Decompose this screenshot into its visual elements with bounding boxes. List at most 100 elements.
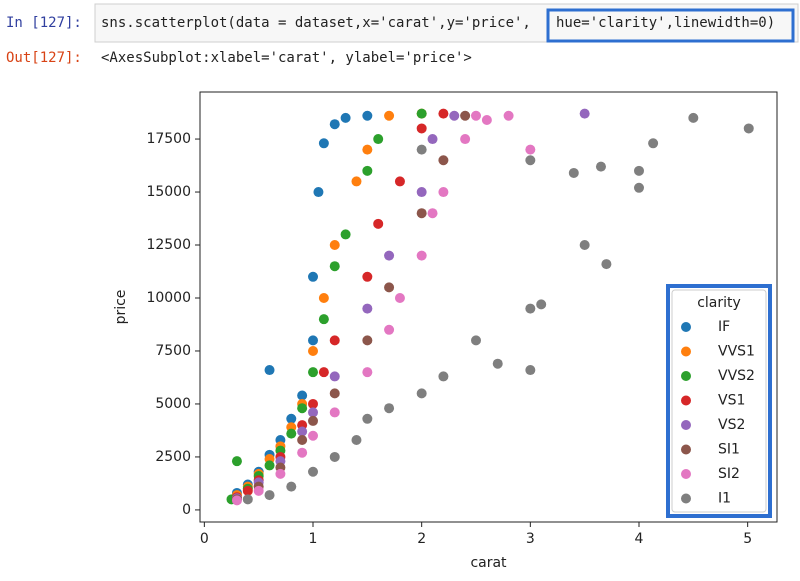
in-prompt: In [127]: bbox=[6, 15, 82, 31]
point bbox=[595, 161, 606, 172]
point bbox=[308, 398, 319, 409]
point bbox=[297, 403, 308, 414]
point bbox=[481, 114, 492, 125]
plot-frame bbox=[199, 91, 778, 523]
point bbox=[297, 447, 308, 458]
point bbox=[308, 335, 319, 346]
point bbox=[492, 358, 503, 369]
point bbox=[318, 138, 329, 149]
y-tick-label: 15000 bbox=[146, 184, 191, 200]
x-axis-label: carat bbox=[470, 555, 507, 571]
point bbox=[362, 413, 373, 424]
highlight-box bbox=[546, 8, 795, 43]
point bbox=[231, 456, 242, 467]
point bbox=[633, 182, 644, 193]
point bbox=[329, 388, 340, 399]
point bbox=[384, 250, 395, 261]
point bbox=[329, 261, 340, 272]
point bbox=[362, 144, 373, 155]
point bbox=[242, 485, 253, 496]
point bbox=[297, 426, 308, 437]
legend-marker bbox=[681, 346, 691, 357]
legend-marker bbox=[681, 420, 691, 430]
point bbox=[308, 345, 319, 356]
point bbox=[579, 240, 590, 251]
output: <AxesSubplot:xlabel='carat', ylabel='pri… bbox=[101, 50, 472, 66]
legend-marker bbox=[681, 395, 691, 406]
legend-marker bbox=[681, 469, 691, 479]
point bbox=[231, 495, 242, 506]
y-tick-label: 7500 bbox=[155, 343, 191, 359]
point bbox=[264, 490, 275, 501]
point bbox=[471, 335, 482, 346]
point bbox=[362, 110, 373, 121]
point bbox=[340, 229, 351, 240]
point bbox=[416, 388, 427, 399]
point bbox=[394, 292, 405, 303]
point bbox=[503, 110, 514, 121]
point bbox=[373, 134, 384, 145]
point bbox=[384, 324, 395, 335]
legend-label: I1 bbox=[718, 491, 731, 507]
legend-marker bbox=[681, 493, 691, 504]
point bbox=[471, 110, 482, 121]
point bbox=[308, 407, 319, 418]
point bbox=[427, 134, 438, 145]
point bbox=[362, 335, 373, 346]
x-tick-label: 3 bbox=[526, 531, 535, 547]
point bbox=[329, 240, 340, 251]
point bbox=[373, 218, 384, 229]
point bbox=[308, 430, 319, 441]
point bbox=[286, 413, 297, 424]
point bbox=[633, 165, 644, 176]
point bbox=[525, 144, 536, 155]
point bbox=[264, 460, 275, 471]
point bbox=[362, 271, 373, 282]
point bbox=[525, 155, 536, 166]
y-tick-label: 17500 bbox=[146, 131, 191, 147]
point bbox=[362, 367, 373, 378]
point bbox=[460, 134, 471, 145]
legend-label: VVS2 bbox=[718, 368, 755, 384]
point bbox=[308, 415, 319, 426]
point bbox=[579, 108, 590, 119]
legend-title: clarity bbox=[697, 295, 741, 311]
x-tick-label: 1 bbox=[309, 531, 318, 547]
point bbox=[384, 110, 395, 121]
x-tick-label: 2 bbox=[417, 531, 426, 547]
y-tick-label: 2500 bbox=[155, 449, 191, 465]
legend-frame bbox=[671, 289, 767, 513]
y-axis-label: price bbox=[113, 290, 129, 325]
point bbox=[329, 335, 340, 346]
point bbox=[394, 176, 405, 187]
legend-label: IF bbox=[718, 319, 730, 335]
point bbox=[438, 108, 449, 119]
legend-label: SI2 bbox=[718, 466, 740, 482]
point bbox=[648, 138, 659, 149]
legend-marker bbox=[681, 444, 691, 455]
point bbox=[362, 165, 373, 176]
point bbox=[308, 271, 319, 282]
point bbox=[449, 110, 460, 121]
point bbox=[275, 468, 286, 479]
legend-label: VVS1 bbox=[718, 344, 755, 360]
point bbox=[688, 112, 699, 123]
point bbox=[264, 365, 275, 376]
point bbox=[384, 282, 395, 293]
point bbox=[601, 259, 612, 270]
point bbox=[329, 407, 340, 418]
y-tick-label: 0 bbox=[182, 502, 191, 518]
point bbox=[416, 208, 427, 219]
point bbox=[318, 367, 329, 378]
y-tick-label: 5000 bbox=[155, 396, 191, 412]
point bbox=[743, 123, 754, 134]
point bbox=[460, 110, 471, 121]
point bbox=[416, 144, 427, 155]
point bbox=[308, 367, 319, 378]
point bbox=[286, 428, 297, 439]
point bbox=[286, 481, 297, 492]
point bbox=[568, 167, 579, 178]
point bbox=[438, 371, 449, 382]
